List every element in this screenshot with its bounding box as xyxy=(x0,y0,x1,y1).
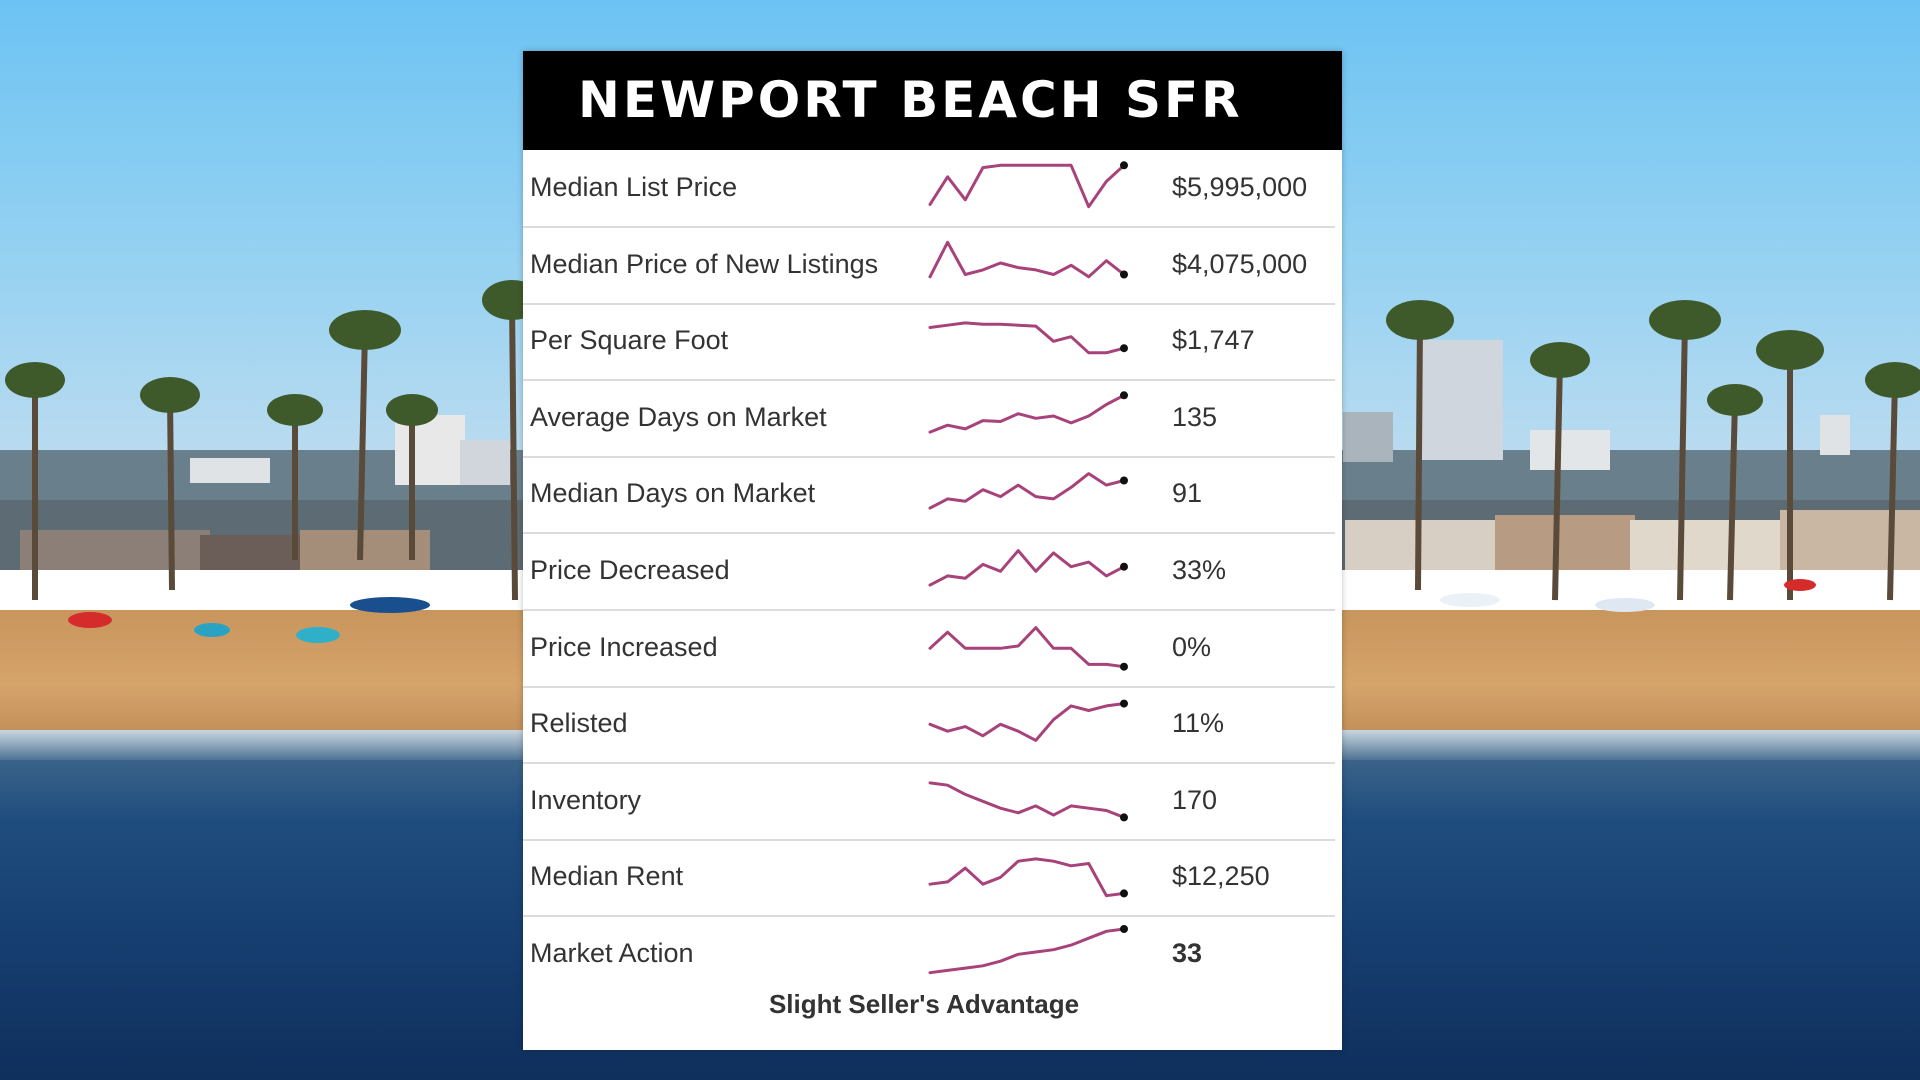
stat-label: Price Increased xyxy=(530,631,718,662)
sparkline-trend xyxy=(928,549,1126,587)
stat-label: Median Price of New Listings xyxy=(530,248,879,279)
stat-label: Market Action xyxy=(530,938,694,968)
stat-row: Relisted 11% xyxy=(523,686,1335,765)
sparkline-chart xyxy=(928,857,1128,898)
card-header: NEWPORT BEACH SFR xyxy=(523,51,1342,150)
sparkline-endpoint xyxy=(1120,699,1128,708)
sparkline-chart xyxy=(928,549,1128,587)
sparkline-endpoint xyxy=(1120,562,1128,571)
stat-row: Median Price of New Listings $4,075,000 xyxy=(523,227,1335,305)
stat-row: Price Increased 0% xyxy=(523,610,1335,688)
sparkline-chart xyxy=(928,925,1128,975)
stat-row: Price Decreased 33% xyxy=(523,533,1335,611)
stat-label: Relisted xyxy=(530,708,628,739)
sparkline-endpoint xyxy=(1120,476,1128,485)
stat-value: $4,075,000 xyxy=(1172,248,1308,279)
sparkline-chart xyxy=(928,625,1128,671)
stat-row: Inventory 170 xyxy=(523,763,1335,841)
sparkline-trend xyxy=(928,927,1126,975)
sparkline-trend xyxy=(928,857,1126,898)
sparkline-trend xyxy=(928,625,1126,668)
palm-trees xyxy=(5,280,1920,643)
sparkline-endpoint xyxy=(1120,391,1128,400)
market-verdict: Slight Seller's Advantage xyxy=(768,989,1080,1019)
sparkline-trend xyxy=(928,472,1126,510)
sparkline-chart xyxy=(928,391,1128,434)
stat-row: Median List Price $5,995,000 xyxy=(523,150,1335,228)
stat-value: 11% xyxy=(1172,708,1225,739)
sparkline-endpoint xyxy=(1120,662,1128,671)
stat-row: Per Square Foot $1,747 xyxy=(523,303,1335,382)
sparkline-endpoint xyxy=(1120,270,1128,279)
sparkline-trend xyxy=(928,163,1126,209)
stat-label: Median List Price xyxy=(530,172,738,202)
stat-label: Median Days on Market xyxy=(530,478,816,509)
stat-row: Average Days on Market 135 xyxy=(523,380,1335,458)
stat-value: 33 xyxy=(1172,938,1203,968)
sparkline-endpoint xyxy=(1120,813,1128,822)
sparkline-endpoint xyxy=(1120,889,1128,898)
stat-value: $5,995,000 xyxy=(1172,172,1308,202)
stat-value: 0% xyxy=(1172,631,1212,662)
stat-value: 135 xyxy=(1172,401,1218,432)
sparkline-trend xyxy=(928,702,1126,743)
stat-label: Inventory xyxy=(530,784,642,815)
stat-label: Median Rent xyxy=(530,861,684,892)
sparkline-trend xyxy=(928,321,1126,355)
stat-value: 91 xyxy=(1172,478,1203,509)
sparkline-trend xyxy=(928,393,1126,434)
card-title: NEWPORT BEACH SFR xyxy=(578,71,1243,129)
stat-value: 170 xyxy=(1172,784,1218,815)
stat-label: Per Square Foot xyxy=(530,325,729,356)
sparkline-chart xyxy=(928,472,1128,510)
market-stats-card: NEWPORT BEACH SFR Median List Price $5,99… xyxy=(523,51,1342,1050)
stat-row: Median Rent $12,250 xyxy=(523,839,1335,918)
stat-label: Average Days on Market xyxy=(530,401,827,432)
stat-label: Price Decreased xyxy=(530,555,730,585)
sparkline-trend xyxy=(928,240,1126,278)
sparkline-chart xyxy=(928,699,1128,743)
sparkline-endpoint xyxy=(1120,925,1128,933)
sparkline-chart xyxy=(928,781,1128,822)
sparkline-endpoint xyxy=(1120,344,1128,353)
sparkline-trend xyxy=(928,781,1126,819)
stat-row: Market Action 33 xyxy=(523,916,1335,992)
sparkline-chart xyxy=(928,161,1128,209)
sparkline-chart xyxy=(928,240,1128,279)
stat-row: Median Days on Market 91 xyxy=(523,456,1335,535)
sparkline-endpoint xyxy=(1120,161,1128,170)
stat-value: $1,747 xyxy=(1172,325,1255,356)
stat-value: 33% xyxy=(1172,555,1227,585)
sparkline-chart xyxy=(928,321,1128,355)
stat-value: $12,250 xyxy=(1172,861,1270,892)
